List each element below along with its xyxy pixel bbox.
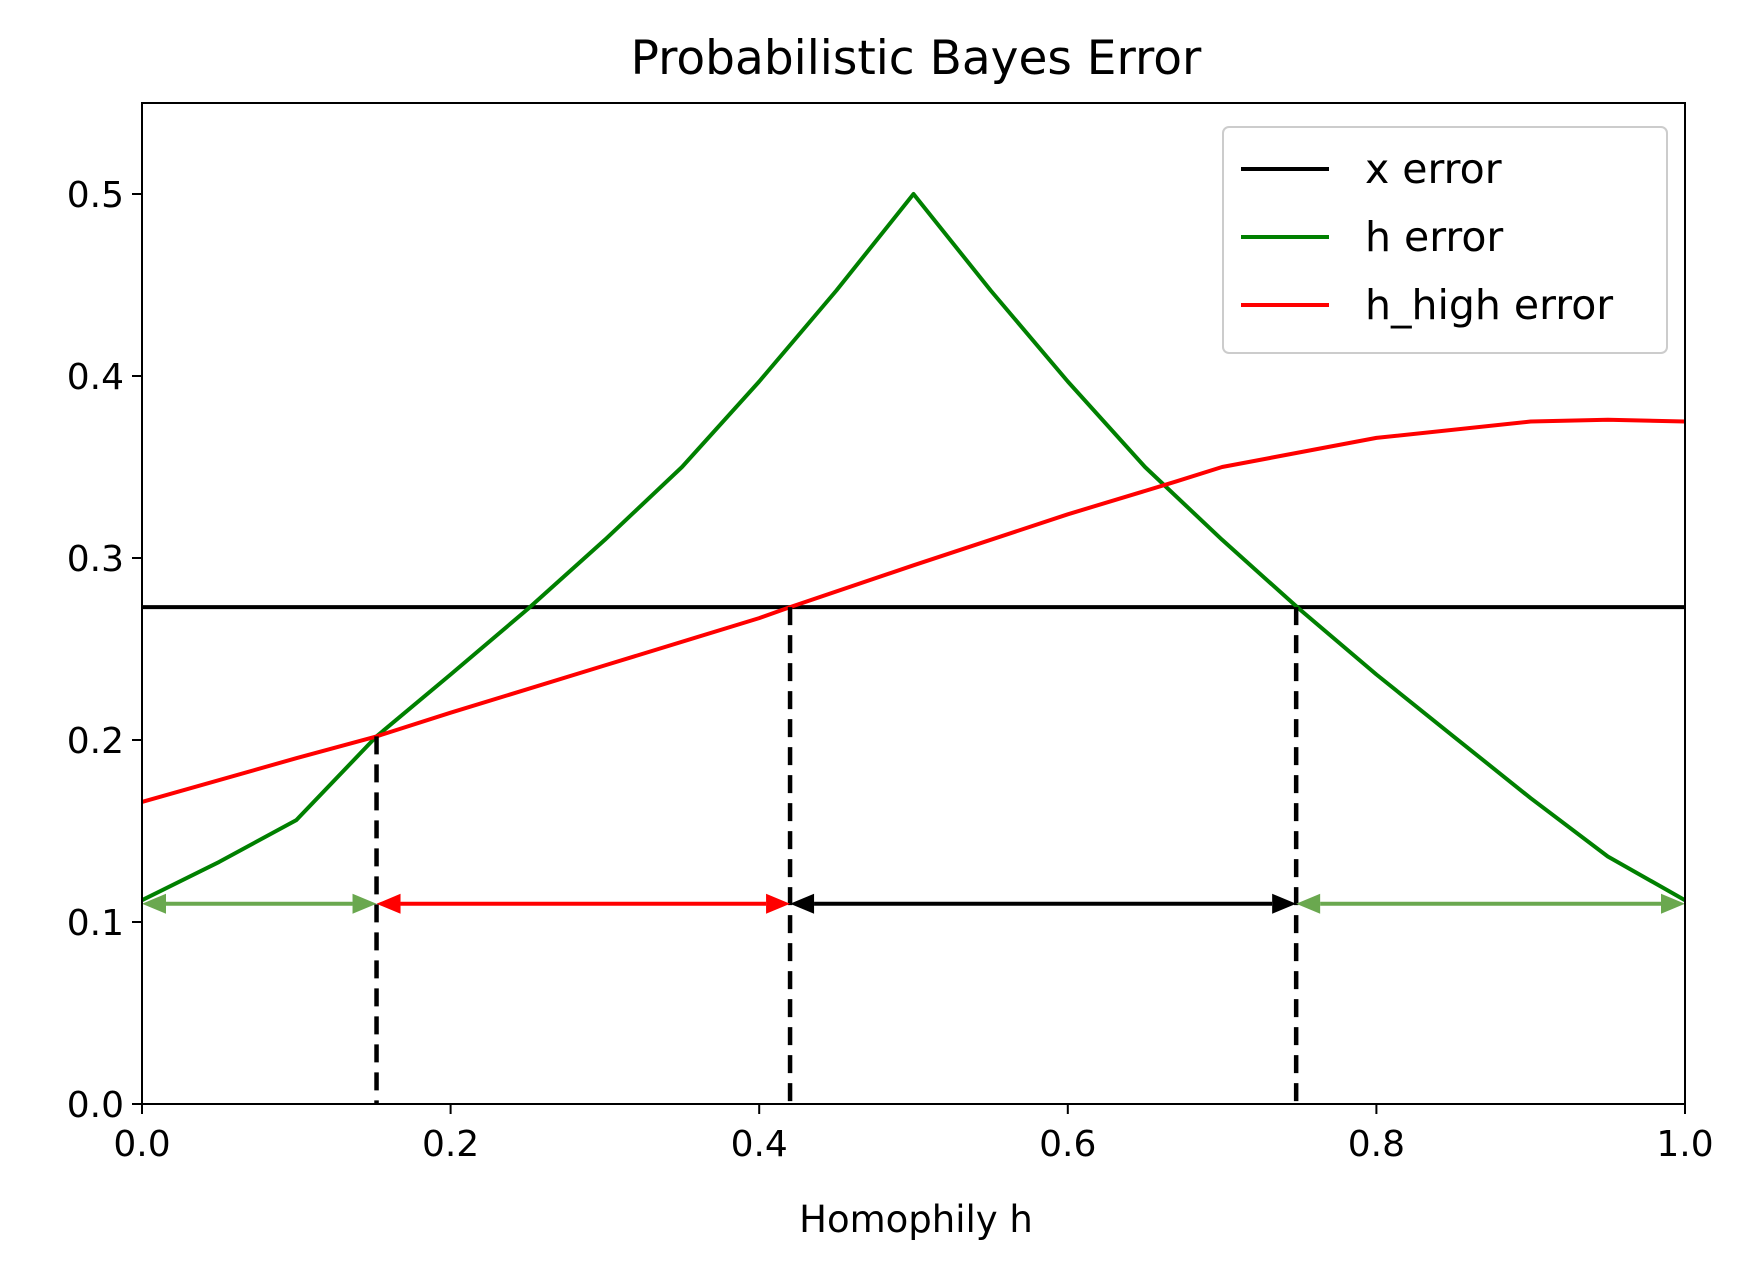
legend-label: x error	[1365, 145, 1502, 193]
range-arrow-head-right	[1272, 893, 1297, 914]
range-arrow-3	[790, 893, 1297, 914]
range-arrow-head-right	[352, 893, 377, 914]
legend-label: h error	[1365, 213, 1503, 261]
x-axis-label: Homophily h	[799, 1198, 1033, 1241]
plot-frame	[141, 102, 1686, 1105]
legend-box	[1222, 126, 1668, 354]
y-tick-label: 0.3	[67, 539, 124, 580]
series-lines	[141, 192, 1686, 902]
legend-item-x-error: x error	[1241, 145, 1502, 193]
y-tick-label: 0.2	[67, 721, 124, 762]
range-arrows	[142, 893, 1685, 914]
chart-title: Probabilistic Bayes Error	[631, 31, 1202, 86]
series-line-h-high-error	[141, 417, 1686, 804]
range-arrow-head-right	[1661, 893, 1685, 914]
x-tick-label: 0.2	[422, 1124, 479, 1165]
range-arrow-head-right	[766, 893, 791, 914]
dashed-markers	[374, 607, 1299, 1104]
x-tick-label: 0.4	[731, 1124, 788, 1165]
legend-item-h-error: h error	[1241, 213, 1503, 261]
y-tick-label: 0.1	[67, 903, 124, 944]
axis-ticks: 0.0 0.2 0.4 0.6 0.8 1.0 0.0 0.1 0.2 0.3 0.4 0.5	[67, 175, 1714, 1165]
x-tick-label: 0.6	[1039, 1124, 1096, 1165]
range-arrow-2	[376, 893, 791, 914]
legend: x error h error h_high error	[1222, 126, 1668, 354]
x-tick-label: 1.0	[1656, 1124, 1713, 1165]
legend-label: h_high error	[1365, 281, 1613, 329]
y-tick-label: 0.5	[67, 175, 124, 216]
range-arrow-head-left	[376, 893, 401, 914]
range-arrow-head-left	[1296, 893, 1321, 914]
y-tick-label: 0.4	[67, 357, 124, 398]
x-tick-label: 0.0	[113, 1124, 170, 1165]
range-arrow-4	[1296, 893, 1685, 914]
legend-item-h-high-error: h_high error	[1241, 281, 1613, 329]
series-line-h-error	[141, 192, 1686, 902]
range-arrow-head-left	[790, 893, 815, 914]
y-tick-label: 0.0	[67, 1085, 124, 1126]
x-tick-label: 0.8	[1348, 1124, 1405, 1165]
range-arrow-1	[142, 893, 377, 914]
range-arrow-head-left	[142, 893, 166, 914]
